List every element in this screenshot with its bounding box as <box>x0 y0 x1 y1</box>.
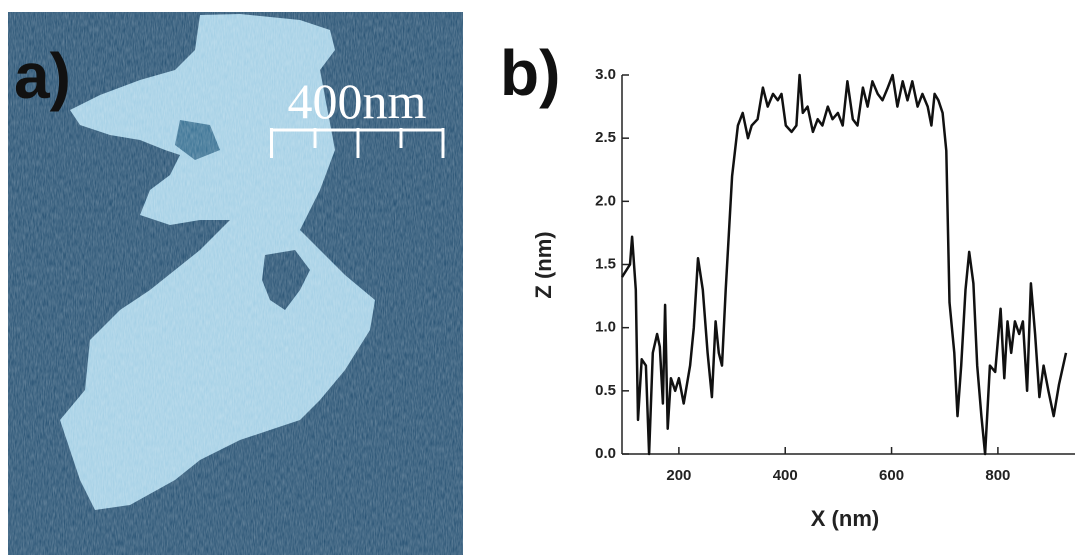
scale-bar-label: 400nm <box>288 73 427 129</box>
y-tick-label: 2.0 <box>595 192 616 209</box>
y-tick-label: 0.5 <box>595 382 616 399</box>
panel-label: b) <box>500 37 560 109</box>
scale-bar <box>270 128 445 158</box>
y-tick-label: 2.5 <box>595 129 616 146</box>
y-tick-label: 1.0 <box>595 319 616 336</box>
x-tick-label: 200 <box>666 467 691 484</box>
x-tick-label: 800 <box>985 467 1010 484</box>
x-tick-label: 600 <box>879 467 904 484</box>
panel-label: a) <box>14 40 71 112</box>
y-tick-label: 3.0 <box>595 66 616 83</box>
y-axis-label: Z (nm) <box>531 231 556 298</box>
x-axis-label: X (nm) <box>811 506 879 531</box>
afm-image: 400nm <box>8 12 463 555</box>
x-tick-label: 400 <box>773 467 798 484</box>
y-tick-label: 1.5 <box>595 255 616 272</box>
profile-line <box>620 73 1068 456</box>
y-tick-label: 0.0 <box>595 445 616 462</box>
